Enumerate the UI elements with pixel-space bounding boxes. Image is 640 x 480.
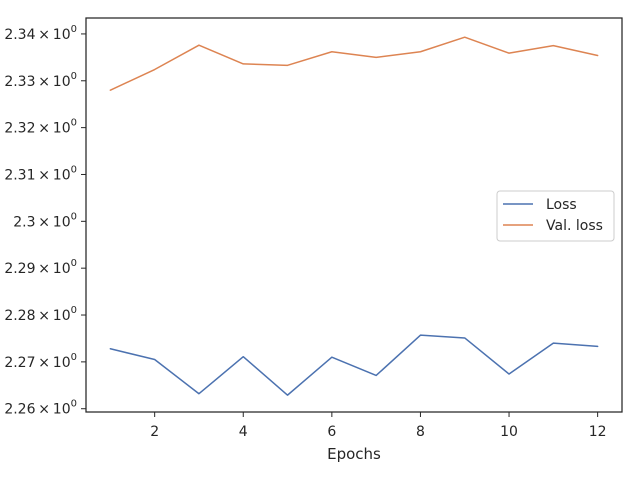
x-tick-label: 6	[327, 424, 336, 440]
x-axis-label: Epochs	[327, 445, 381, 463]
series-group	[109, 36, 599, 396]
x-axis: 2 4 6 8 10 12	[150, 412, 607, 440]
x-tick-label: 8	[416, 424, 425, 440]
y-tick-label: 2.31 × 100	[4, 164, 77, 183]
series-line-2	[109, 36, 599, 91]
legend: Loss Val. loss	[496, 190, 615, 242]
x-tick-label: 2	[150, 424, 159, 440]
y-tick-label: 2.27 × 100	[4, 352, 77, 371]
y-tick-label: 2.29 × 100	[4, 258, 77, 277]
x-tick-label: 10	[500, 424, 518, 440]
y-tick-label: 2.28 × 100	[4, 305, 77, 324]
y-tick-label: 2.3 × 100	[13, 211, 77, 230]
plot-frame	[85, 17, 623, 413]
x-tick-label: 12	[589, 424, 607, 440]
series-line-1	[109, 334, 599, 396]
legend-label-1: Loss	[546, 197, 577, 213]
y-tick-label: 2.34 × 100	[4, 24, 77, 43]
legend-label-2: Val. loss	[546, 218, 603, 234]
y-tick-label: 2.32 × 100	[4, 118, 77, 137]
y-tick-label: 2.26 × 100	[4, 399, 77, 418]
y-axis: 2.26 × 100 2.27 × 100 2.28 × 100 2.29 × 100…	[4, 24, 86, 418]
x-tick-label: 4	[239, 424, 248, 440]
y-tick-label: 2.33 × 100	[4, 71, 77, 90]
